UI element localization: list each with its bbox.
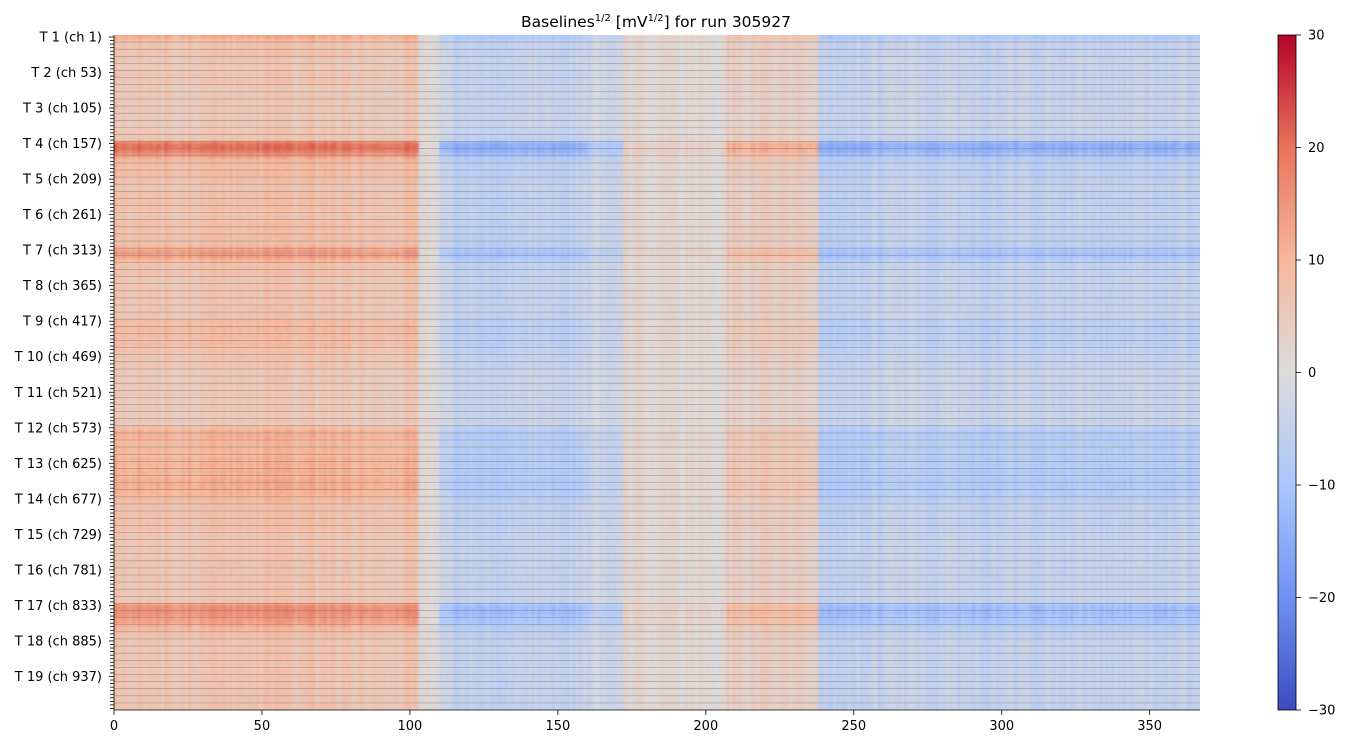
y-tick-label: T 13 (ch 625) [14,457,102,472]
colorbar-scale [1277,34,1297,711]
y-tick-label: T 11 (ch 521) [14,386,102,401]
y-tick-label: T 17 (ch 833) [14,599,102,614]
x-axis: 0 50 100 150 200 250 300 350 [110,709,1200,734]
y-tick-label: T 12 (ch 573) [14,421,102,436]
y-tick-label: T 5 (ch 209) [22,173,102,188]
y-tick-label: T 8 (ch 365) [22,279,102,294]
colorbar-tick-label: 30 [1308,29,1325,44]
y-tick-label: T 14 (ch 677) [14,492,102,507]
y-tick-label: T 15 (ch 729) [14,528,102,543]
x-tick-label: 350 [1137,719,1162,734]
y-tick-label: T 18 (ch 885) [14,634,102,649]
row-separator-lines [114,41,1200,704]
y-tick-label: T 1 (ch 1) [39,31,102,46]
x-tick-label: 250 [841,719,866,734]
title-part-4: ] for run 305927 [664,13,791,31]
x-tick-label: 150 [545,719,570,734]
y-tick-label: T 16 (ch 781) [14,563,102,578]
colorbar-tick-label: 10 [1308,254,1325,269]
chart-title: Baselines1/2 [mV1/2] for run 305927 [521,13,791,31]
y-tick-label: T 10 (ch 469) [14,350,102,365]
colorbar-tick-label: −30 [1308,704,1335,719]
title-part-2: [mV [611,13,648,31]
x-tick-label: 100 [397,719,422,734]
title-part-1: 1/2 [595,13,611,24]
y-tick-label: T 2 (ch 53) [30,66,102,81]
y-tick-label: T 9 (ch 417) [22,315,102,330]
y-axis: T 1 (ch 1) T 2 (ch 53) T 3 (ch 105) T 4 (ch… [14,31,115,710]
x-tick-label: 200 [693,719,718,734]
y-tick-label: T 19 (ch 937) [14,670,102,685]
colorbar-tick-label: −20 [1308,591,1335,606]
y-tick-label: T 4 (ch 157) [22,137,102,152]
colorbar-tick-label: 20 [1308,141,1325,156]
x-tick-label: 0 [110,719,118,734]
colorbar-ticks: 30 20 10 0 −10 −20 −30 [1296,29,1335,719]
heatmap-cells [114,35,1200,710]
x-tick-label: 300 [989,719,1014,734]
colorbar: 30 20 10 0 −10 −20 −30 [1277,29,1335,719]
title-part-0: Baselines [521,13,595,31]
y-tick-label: T 6 (ch 261) [22,208,102,223]
heatmap-plot-area [114,35,1200,710]
title-part-3: 1/2 [648,13,664,24]
y-tick-label: T 3 (ch 105) [22,102,102,117]
y-tick-label: T 7 (ch 313) [22,244,102,259]
colorbar-tick-label: −10 [1308,479,1335,494]
colorbar-tick-label: 0 [1308,366,1316,381]
x-tick-label: 50 [254,719,271,734]
